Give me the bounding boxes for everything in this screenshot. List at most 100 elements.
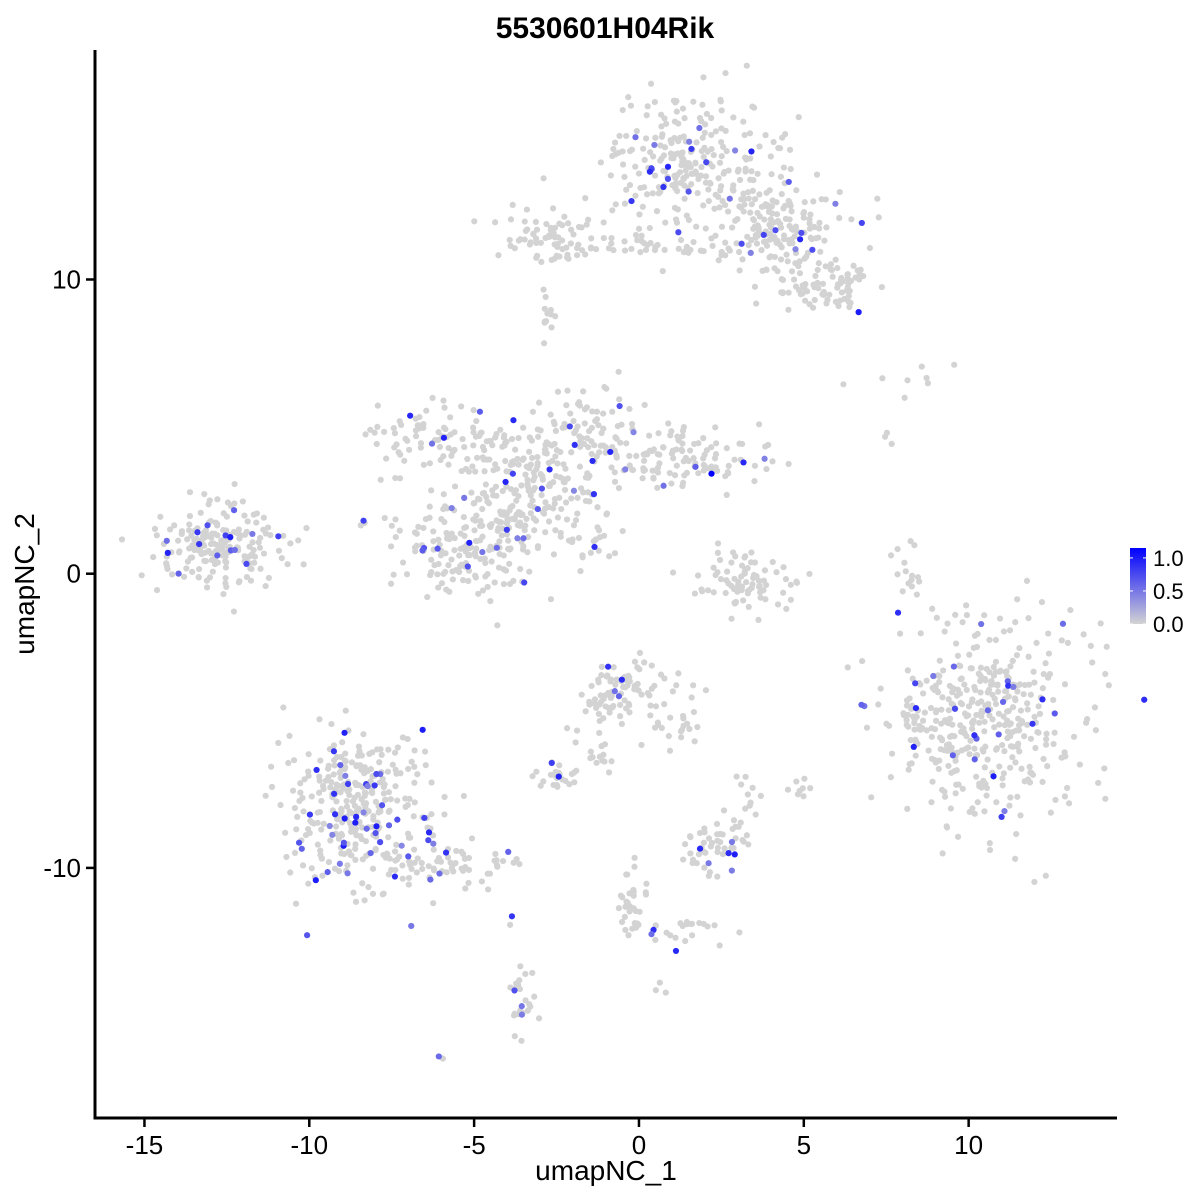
cell-point (203, 584, 211, 591)
cell-point (776, 145, 784, 152)
cell-point (531, 527, 538, 534)
cell-point-expressing (616, 402, 623, 410)
cell-point (673, 462, 680, 469)
cell-point (905, 766, 912, 773)
cell-point (551, 255, 558, 262)
cell-point (1023, 577, 1031, 585)
cell-point (596, 753, 603, 760)
cell-point (785, 197, 792, 205)
cell-point (608, 235, 615, 242)
x-tick-label: -15 (126, 1130, 164, 1160)
cell-point (301, 776, 308, 783)
cell-point (538, 492, 545, 499)
cell-point (761, 567, 769, 574)
cell-point (623, 440, 630, 447)
cell-point (740, 597, 747, 604)
cell-point (538, 472, 545, 479)
cell-point (729, 186, 736, 193)
cell-point (401, 457, 408, 464)
cell-point (644, 689, 651, 697)
cell-point (680, 856, 687, 863)
cell-point (391, 749, 399, 756)
cell-point (562, 777, 569, 784)
cell-point (605, 769, 613, 776)
cell-point-expressing (785, 178, 792, 186)
cell-point (477, 555, 484, 563)
cell-point (206, 497, 213, 504)
cell-point (503, 483, 510, 490)
cell-point (680, 133, 687, 140)
cell-point (493, 430, 500, 438)
cell-point (574, 423, 581, 430)
cell-point (387, 796, 394, 803)
cell-point (470, 406, 477, 414)
cell-point (1007, 764, 1014, 771)
cell-point (578, 435, 586, 442)
cell-point (262, 530, 269, 537)
cell-point (563, 244, 570, 251)
cell-point (911, 716, 918, 723)
cell-point (593, 408, 601, 415)
cell-point (494, 465, 501, 472)
cell-point (635, 170, 643, 177)
cell-point-expressing (476, 408, 484, 415)
cell-point (399, 875, 406, 882)
cell-point-expressing (570, 487, 578, 494)
cell-point (532, 218, 539, 225)
cell-point (632, 231, 640, 239)
cell-point (589, 408, 596, 415)
cell-point (681, 115, 688, 122)
cell-point (933, 614, 940, 621)
cell-point (774, 268, 781, 275)
cell-point (1031, 679, 1038, 686)
cell-point (573, 727, 581, 734)
cell-point (542, 446, 549, 453)
cell-point (529, 773, 536, 780)
cell-point (417, 444, 424, 451)
cell-point (280, 532, 287, 539)
cell-point (780, 564, 787, 571)
cell-point (499, 487, 506, 495)
cell-point (1015, 682, 1022, 689)
cell-point (331, 865, 339, 872)
cell-point (730, 114, 737, 121)
cell-point (696, 919, 703, 927)
cell-point (959, 785, 966, 792)
cell-point-expressing (590, 491, 598, 498)
cell-point (523, 515, 530, 523)
cell-point (557, 533, 564, 540)
cell-point (777, 256, 785, 263)
cell-point (468, 835, 476, 842)
cell-point (697, 247, 704, 254)
cell-point (497, 426, 504, 433)
cell-point (531, 484, 538, 492)
cell-point (787, 581, 794, 588)
cell-point (722, 69, 729, 77)
cell-point (894, 545, 901, 553)
cell-point (698, 588, 706, 595)
cell-point (1040, 670, 1047, 678)
cell-point (330, 742, 338, 749)
cell-point (991, 724, 998, 731)
cell-point (511, 1033, 518, 1040)
cell-point (440, 491, 447, 498)
cell-point (325, 762, 332, 769)
cell-point-expressing (692, 463, 699, 470)
cell-point (716, 942, 723, 949)
cell-point (178, 528, 186, 535)
cell-point (702, 225, 709, 232)
cell-point (701, 451, 708, 458)
cell-point (478, 429, 485, 436)
cell-point (530, 515, 537, 522)
cell-point (235, 526, 242, 533)
cell-point (600, 442, 607, 449)
cell-point-expressing (337, 761, 344, 769)
cell-point (575, 241, 582, 248)
cell-point (755, 227, 762, 235)
cell-point (666, 747, 674, 754)
cell-point (827, 261, 835, 268)
cell-point (450, 868, 457, 875)
cell-point-expressing (930, 672, 937, 680)
cell-point (294, 813, 301, 820)
cell-point (878, 284, 885, 291)
